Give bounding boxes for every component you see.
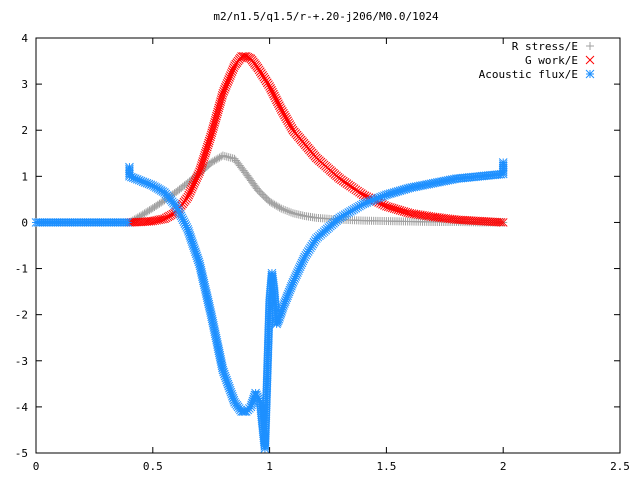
data-point bbox=[222, 152, 231, 161]
data-point bbox=[215, 153, 224, 162]
legend-label: G work/E bbox=[525, 54, 578, 67]
chart-title: m2/n1.5/q1.5/r-+.20-j206/M0.0/1024 bbox=[213, 10, 439, 23]
y-tick-label: -5 bbox=[15, 447, 28, 460]
x-tick-label: 0.5 bbox=[143, 460, 163, 473]
y-tick-label: 2 bbox=[21, 124, 28, 137]
y-tick-label: -4 bbox=[15, 401, 29, 414]
series-2 bbox=[125, 52, 508, 227]
data-point bbox=[287, 208, 296, 217]
data-point bbox=[212, 155, 221, 164]
series-3 bbox=[125, 158, 508, 453]
y-tick-label: 3 bbox=[21, 78, 28, 91]
data-point bbox=[207, 158, 216, 167]
data-point bbox=[279, 205, 288, 214]
data-point bbox=[498, 158, 508, 167]
x-tick-label: 1.5 bbox=[376, 460, 396, 473]
data-point bbox=[142, 208, 151, 217]
data-point bbox=[277, 204, 286, 213]
x-tick-label: 2.5 bbox=[610, 460, 630, 473]
data-point bbox=[494, 217, 504, 227]
x-tick-label: 0 bbox=[33, 460, 40, 473]
data-point bbox=[267, 198, 276, 207]
data-point bbox=[285, 207, 294, 216]
data-point bbox=[153, 200, 162, 209]
legend-marker bbox=[585, 69, 595, 79]
data-point bbox=[270, 200, 279, 209]
plot-frame bbox=[35, 37, 621, 454]
legend-label: R stress/E bbox=[512, 40, 578, 53]
y-tick-label: 0 bbox=[21, 216, 28, 229]
y-tick-label: -1 bbox=[15, 263, 28, 276]
data-point bbox=[145, 206, 154, 215]
x-tick-label: 1 bbox=[266, 460, 273, 473]
data-point bbox=[240, 52, 250, 61]
data-point bbox=[281, 206, 290, 215]
data-point bbox=[188, 239, 198, 248]
data-point bbox=[140, 209, 149, 218]
data-point bbox=[283, 206, 292, 215]
data-point bbox=[498, 218, 508, 227]
data-point bbox=[157, 198, 166, 207]
x-tick-label: 2 bbox=[500, 460, 507, 473]
data-point bbox=[155, 199, 164, 208]
data-point bbox=[220, 152, 229, 161]
data-point bbox=[218, 151, 227, 160]
axes: 0 0.5 1 1.5 2 2.5 4 3 2 1 0 -1 -2 -3 -4 -5 bbox=[15, 32, 630, 473]
data-point bbox=[224, 153, 233, 162]
data-point bbox=[273, 202, 282, 211]
series-layer bbox=[31, 52, 508, 453]
y-tick-label: -2 bbox=[15, 309, 28, 322]
legend-marker bbox=[585, 55, 595, 65]
data-point bbox=[208, 157, 217, 166]
data-point bbox=[272, 201, 281, 210]
y-tick-label: 1 bbox=[21, 170, 28, 183]
series-3-baseline bbox=[31, 218, 132, 227]
data-point bbox=[143, 207, 152, 216]
data-point bbox=[123, 218, 132, 227]
data-point bbox=[265, 197, 274, 206]
data-point bbox=[135, 212, 144, 221]
legend-marker bbox=[586, 42, 594, 50]
y-tick-label: 4 bbox=[21, 32, 28, 45]
data-point bbox=[268, 199, 277, 208]
data-point bbox=[213, 154, 222, 163]
legend-label: Acoustic flux/E bbox=[479, 68, 578, 81]
data-point bbox=[226, 153, 235, 162]
data-point bbox=[496, 217, 506, 227]
data-point bbox=[275, 203, 284, 212]
data-point bbox=[138, 210, 147, 219]
y-tick-label: -3 bbox=[15, 355, 28, 368]
data-point bbox=[210, 156, 219, 165]
